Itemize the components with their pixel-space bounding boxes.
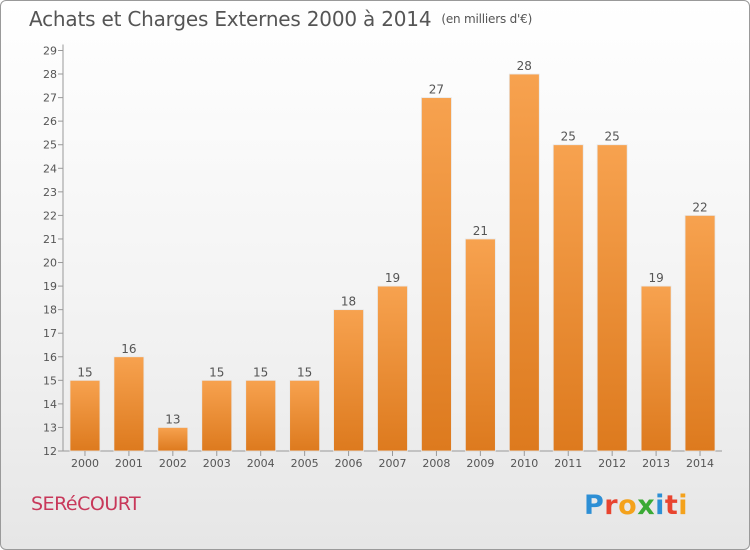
bar — [552, 144, 584, 452]
y-tick-label: 18 — [43, 304, 57, 317]
x-tick-label: 2001 — [115, 457, 143, 470]
bar — [596, 144, 628, 452]
bar-value-label: 25 — [605, 130, 620, 144]
bar-value-label: 25 — [561, 130, 576, 144]
y-tick-label: 12 — [43, 445, 57, 458]
x-tick-label: 2006 — [335, 457, 363, 470]
bar-value-label: 28 — [517, 59, 532, 73]
bar — [508, 73, 540, 452]
x-tick-label: 2012 — [598, 457, 626, 470]
bar-value-label: 13 — [165, 412, 180, 426]
y-tick-label: 19 — [43, 280, 57, 293]
x-tick-label: 2010 — [510, 457, 538, 470]
bar-value-label: 21 — [473, 224, 488, 238]
y-tick-label: 26 — [43, 115, 57, 128]
bar — [201, 379, 233, 452]
bar — [640, 285, 672, 452]
y-tick-label: 28 — [43, 68, 57, 81]
bar-value-label: 15 — [77, 365, 92, 379]
bar-value-label: 18 — [341, 295, 356, 309]
x-tick-label: 2005 — [291, 457, 319, 470]
y-tick-label: 24 — [43, 162, 57, 175]
bar — [113, 356, 145, 452]
x-tick-label: 2004 — [247, 457, 275, 470]
bar — [245, 379, 277, 452]
x-tick-label: 2008 — [422, 457, 450, 470]
bar — [684, 215, 716, 452]
y-tick-label: 27 — [43, 92, 57, 105]
x-tick-label: 2002 — [159, 457, 187, 470]
x-tick-label: 2014 — [686, 457, 714, 470]
bar — [289, 379, 321, 452]
bar-value-label: 19 — [385, 271, 400, 285]
bar-value-label: 15 — [209, 365, 224, 379]
bar-value-label: 15 — [253, 365, 268, 379]
y-tick-label: 22 — [43, 209, 57, 222]
proxiti-logo: Proxiti — [584, 490, 689, 521]
x-tick-label: 2007 — [379, 457, 407, 470]
chart-title: Achats et Charges Externes 2000 à 2014 (e… — [29, 7, 532, 31]
y-tick-label: 14 — [43, 398, 57, 411]
x-tick-label: 2003 — [203, 457, 231, 470]
y-tick-label: 21 — [43, 233, 57, 246]
y-tick-label: 23 — [43, 186, 57, 199]
x-tick-label: 2009 — [466, 457, 494, 470]
bar-value-label: 16 — [121, 342, 136, 356]
y-tick-label: 15 — [43, 374, 57, 387]
bar — [421, 97, 452, 452]
bar-value-label: 27 — [429, 83, 444, 97]
chart-title-text: Achats et Charges Externes 2000 à 2014 — [29, 7, 432, 31]
bar-value-label: 15 — [297, 365, 312, 379]
bar — [157, 427, 189, 452]
x-tick-label: 2013 — [642, 457, 670, 470]
bar — [333, 309, 364, 452]
y-tick-label: 25 — [43, 139, 57, 152]
bar-value-label: 19 — [648, 271, 663, 285]
chart-unit: (en milliers d'€) — [441, 12, 533, 26]
x-tick-label: 2000 — [71, 457, 99, 470]
y-tick-label: 29 — [43, 45, 57, 58]
y-tick-label: 17 — [43, 327, 57, 340]
bar — [464, 238, 496, 452]
bar-value-label: 22 — [692, 200, 707, 214]
commune-name: SERéCOURT — [31, 493, 141, 515]
bar — [69, 379, 101, 452]
bar — [377, 285, 408, 452]
y-tick-label: 16 — [43, 351, 57, 364]
y-tick-label: 20 — [43, 257, 57, 270]
x-tick-label: 2011 — [554, 457, 582, 470]
y-tick-label: 13 — [43, 421, 57, 434]
